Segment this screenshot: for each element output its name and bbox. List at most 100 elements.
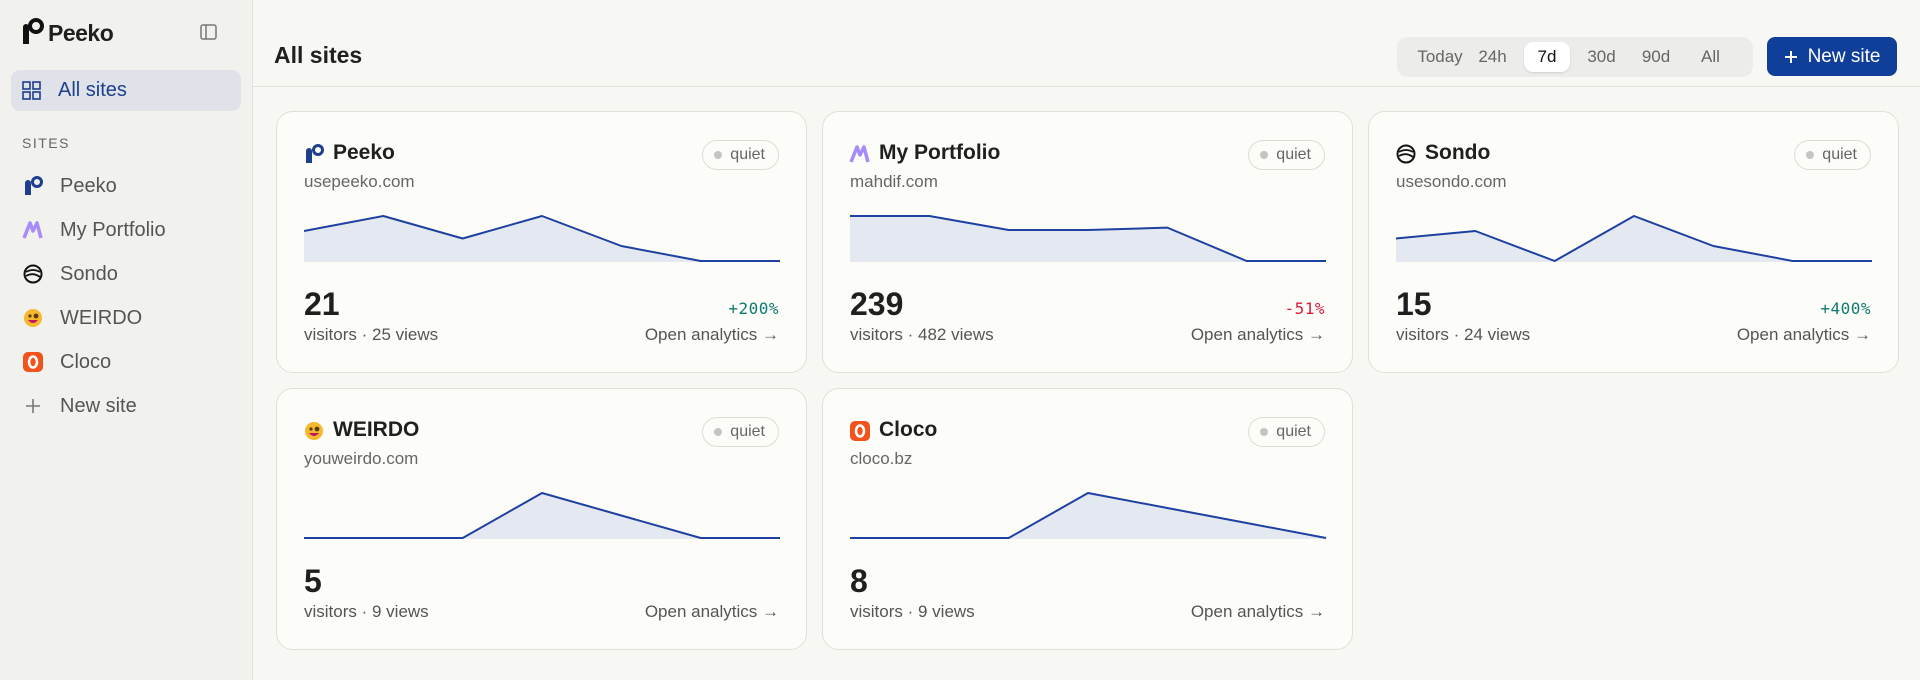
visitor-count: 21: [304, 286, 340, 322]
range-selector: Today 24h 7d 30d 90d All: [1397, 37, 1753, 77]
icon-shape: [854, 424, 866, 438]
site-domain: youweirdo.com: [304, 449, 419, 468]
icon-shape: [305, 422, 323, 440]
sparkline-line: [850, 492, 1327, 539]
sparkline-line: [1395, 215, 1872, 262]
status-badge: quiet: [702, 417, 779, 447]
site-name: My Portfolio: [879, 141, 1001, 164]
site-icon: [22, 221, 43, 239]
sparkline: [1395, 215, 1872, 262]
icon-shape: [1398, 149, 1414, 158]
visitor-count: 5: [304, 563, 322, 599]
site-icon: [23, 264, 43, 284]
site-name: WEIRDO: [60, 306, 143, 329]
site-icon: [24, 309, 42, 327]
site-name: Peeko: [333, 141, 395, 164]
status-label: quiet: [730, 146, 765, 163]
sparkline: [303, 215, 780, 262]
range-option[interactable]: 30d: [1587, 47, 1616, 66]
plus-icon: [26, 399, 40, 413]
sparkline-line: [303, 215, 780, 262]
range-option[interactable]: 7d: [1524, 42, 1570, 72]
icon-shape: [22, 221, 43, 239]
icon-shape: [27, 355, 39, 369]
sidebar: Peeko All sites SITES Peeko My Portfolio S…: [0, 0, 253, 680]
icon-shape: [28, 320, 38, 323]
status-dot: [1260, 151, 1269, 159]
open-analytics-link[interactable]: Open analytics →: [644, 602, 779, 621]
site-link[interactable]: Cloco: [22, 347, 111, 377]
plus-icon: [1784, 50, 1797, 63]
status-dot: [1260, 428, 1269, 436]
icon-shape: [28, 314, 32, 318]
site-icon: [306, 144, 324, 163]
new-site-link[interactable]: New site: [22, 391, 137, 421]
sparkline: [850, 492, 1327, 539]
icon-shape: [23, 352, 43, 372]
header-divider: [253, 86, 1920, 87]
new-site-button[interactable]: New site: [1767, 37, 1897, 76]
visitor-count: 15: [1396, 286, 1432, 322]
site-icon: [1396, 144, 1416, 164]
site-domain: mahdif.com: [850, 172, 938, 191]
site-icon: [849, 145, 870, 163]
stats-label: visitors · 482 views: [850, 325, 994, 344]
button-label: New site: [1807, 45, 1881, 67]
status-label: quiet: [1276, 423, 1311, 440]
sparkline-line: [304, 492, 780, 539]
icon-shape: [849, 145, 870, 163]
nav-label: All sites: [58, 79, 127, 101]
plus-shape: [26, 399, 40, 413]
site-name: Cloco: [879, 418, 938, 441]
visitor-count: 8: [850, 563, 868, 599]
visitor-count: 239: [850, 286, 904, 322]
status-badge: quiet: [1794, 140, 1871, 170]
stats-label: visitors · 24 views: [1396, 325, 1531, 344]
status-dot: [1806, 151, 1815, 159]
open-analytics-link[interactable]: Open analytics →: [1190, 602, 1325, 621]
site-link[interactable]: WEIRDO: [22, 303, 142, 333]
site-link[interactable]: Sondo: [22, 259, 118, 289]
stats-label: visitors · 9 views: [304, 602, 429, 621]
site-card: Cloco cloco.bz quiet 8 visitors · 9 views Ope…: [822, 388, 1353, 650]
sparkline-area: [304, 216, 780, 262]
status-label: quiet: [1822, 146, 1857, 163]
icon-shape: [309, 433, 319, 436]
collapse-button[interactable]: [199, 22, 219, 42]
site-name: My Portfolio: [60, 218, 166, 241]
icon-shape: [25, 269, 41, 278]
site-icon: [850, 421, 870, 441]
nav-all-sites[interactable]: All sites: [11, 70, 241, 111]
open-analytics-link[interactable]: Open analytics →: [1736, 325, 1871, 344]
status-badge: quiet: [702, 140, 779, 170]
site-domain: cloco.bz: [850, 449, 913, 468]
range-option[interactable]: Today: [1417, 47, 1463, 66]
sparkline-area: [304, 493, 780, 539]
site-name: Peeko: [60, 174, 117, 197]
status-label: quiet: [730, 423, 765, 440]
site-link[interactable]: Peeko: [22, 171, 117, 201]
sparkline-area: [850, 216, 1326, 262]
page-title: All sites: [274, 42, 363, 68]
sparkline-area: [850, 493, 1326, 539]
main: All sites Today 24h 7d 30d 90d All New site P…: [253, 0, 1920, 680]
site-card: Sondo usesondo.com quiet 15 +400% visitors · …: [1368, 111, 1899, 373]
site-link[interactable]: My Portfolio: [22, 215, 166, 245]
range-option[interactable]: 90d: [1641, 47, 1671, 66]
open-analytics-link[interactable]: Open analytics →: [644, 325, 779, 344]
range-option[interactable]: All: [1701, 47, 1720, 66]
site-icon: [305, 422, 323, 440]
stats-label: visitors · 25 views: [304, 325, 439, 344]
sparkline-area: [1396, 216, 1872, 262]
site-card: My Portfolio mahdif.com quiet 239 -51% visito…: [822, 111, 1353, 373]
open-analytics-link[interactable]: Open analytics →: [1190, 325, 1325, 344]
range-option[interactable]: 24h: [1478, 47, 1507, 66]
change-label: -51%: [1284, 299, 1325, 318]
sparkline: [850, 215, 1326, 262]
brand-logo: [23, 18, 44, 44]
site-domain: usepeeko.com: [304, 172, 415, 191]
new-site-label: New site: [60, 394, 137, 417]
status-badge: quiet: [1248, 417, 1325, 447]
status-dot: [714, 428, 723, 436]
